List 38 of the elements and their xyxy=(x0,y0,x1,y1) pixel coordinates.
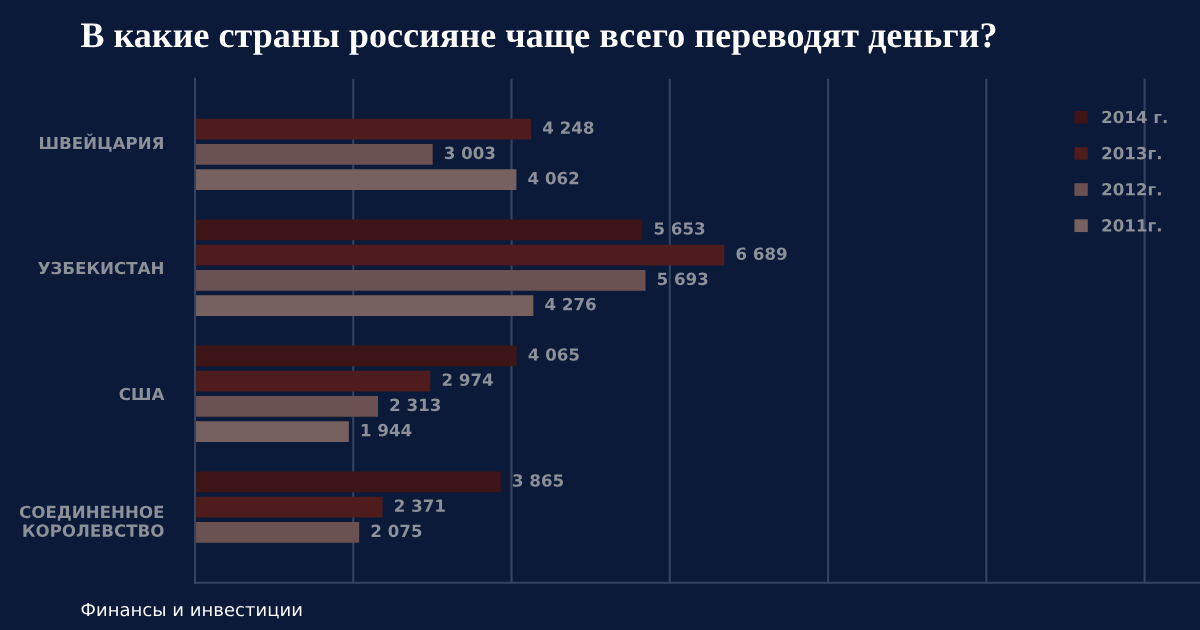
bar xyxy=(195,496,383,518)
text: Финансы и инвестиции xyxy=(81,602,302,619)
bar xyxy=(195,370,431,392)
data-label: 5 653 xyxy=(654,222,705,235)
y-tick-label: ШВЕЙЦАРИЯ xyxy=(39,133,163,152)
legend-label: 2014 г. xyxy=(1102,110,1167,124)
data-label: 2 313 xyxy=(390,398,441,412)
data-label: 4 062 xyxy=(528,171,579,185)
bar xyxy=(195,345,517,367)
legend-label: 2012г. xyxy=(1102,182,1161,196)
data-label: 2 974 xyxy=(442,373,493,386)
bar xyxy=(195,143,433,165)
data-label: 5 693 xyxy=(657,272,708,286)
data-label: 3 865 xyxy=(513,474,563,487)
bar xyxy=(195,421,349,442)
data-label: 4 248 xyxy=(543,121,594,134)
data-label: 3 003 xyxy=(444,146,495,160)
bar xyxy=(195,395,379,417)
bar xyxy=(195,118,532,140)
data-label: 2 371 xyxy=(395,499,445,512)
chart-title: В какие страны россияне чаще всего переводят деньги? xyxy=(81,23,996,55)
data-label: 1 944 xyxy=(361,423,412,437)
bar xyxy=(195,244,725,266)
y-tick-label: США xyxy=(119,387,165,401)
data-label: 4 065 xyxy=(528,348,579,361)
bar xyxy=(195,269,646,291)
bar xyxy=(195,295,534,316)
bar xyxy=(195,521,360,543)
bar xyxy=(195,219,643,241)
data-label: 4 276 xyxy=(545,297,596,311)
legend-label: 2013г. xyxy=(1102,146,1161,160)
y-tick-label: УЗБЕКИСТАН xyxy=(38,261,163,275)
bar xyxy=(195,471,501,493)
data-label: 6 689 xyxy=(736,247,787,260)
bar xyxy=(195,169,517,190)
legend-label: 2011г. xyxy=(1102,219,1161,232)
data-label: 2 075 xyxy=(371,524,422,538)
y-tick-label: СОЕДИНЕННОЕ КОРОЛЕВСТВО xyxy=(19,505,164,537)
